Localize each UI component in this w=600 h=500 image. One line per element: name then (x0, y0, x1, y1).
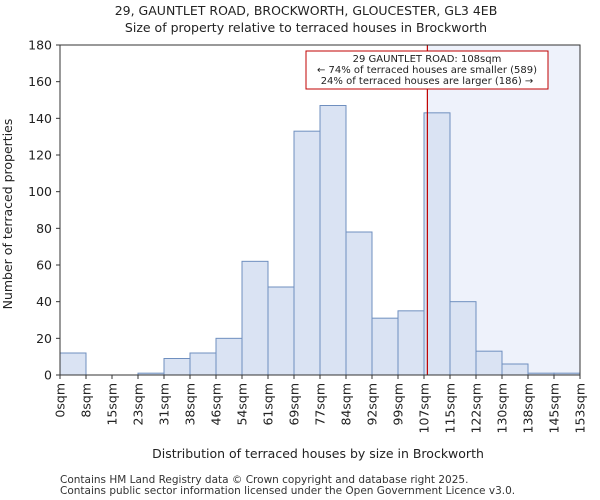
y-tick-label: 20 (36, 331, 52, 346)
y-tick-label: 160 (28, 74, 52, 89)
bar-130sqm (501, 363, 529, 376)
bar-61sqm (267, 286, 295, 376)
x-tick-label: 92sqm (365, 383, 380, 426)
x-tick-label: 145sqm (547, 383, 562, 433)
y-tick-label: 0 (44, 368, 52, 383)
x-axis: 0sqm 8sqm 15sqm 23sqm 31sqm 38sqm 46sqm 54sqm 61… (53, 375, 588, 433)
bar-84sqm (345, 231, 373, 376)
x-tick-label: 130sqm (495, 383, 510, 433)
y-tick-label: 140 (28, 111, 52, 126)
bar-122sqm (475, 350, 503, 376)
annotation-box (305, 50, 549, 90)
x-tick-label: 115sqm (443, 383, 458, 433)
chart-subtitle: Size of property relative to terraced ho… (125, 20, 487, 35)
y-axis: 0 20 40 60 80 100 120 140 160 180 (28, 38, 60, 383)
x-tick-label: 69sqm (287, 383, 302, 426)
x-tick-label: 84sqm (339, 383, 354, 426)
bars (59, 105, 581, 376)
x-tick-label: 54sqm (235, 383, 250, 426)
x-tick-label: 99sqm (391, 383, 406, 426)
x-tick-label: 8sqm (79, 383, 94, 418)
y-axis-label: Number of terraced properties (0, 119, 15, 310)
x-tick-label: 15sqm (105, 383, 120, 426)
annotation-line-3: 24% of terraced houses are larger (186) … (321, 76, 534, 87)
x-tick-label: 23sqm (131, 383, 146, 426)
bar-54sqm (241, 260, 269, 376)
footer-line-1: Contains HM Land Registry data © Crown c… (60, 474, 468, 486)
x-tick-label: 38sqm (183, 383, 198, 426)
y-tick-label: 100 (28, 184, 52, 199)
bar-0sqm (59, 352, 87, 376)
x-tick-label: 122sqm (469, 383, 484, 433)
x-tick-label: 61sqm (261, 383, 276, 426)
x-tick-label: 46sqm (209, 383, 224, 426)
bar-38sqm (189, 352, 217, 376)
x-tick-label: 31sqm (157, 383, 172, 426)
bar-99sqm (397, 310, 425, 376)
x-tick-label: 153sqm (573, 383, 588, 433)
annotation-line-1: 29 GAUNTLET ROAD: 108sqm (353, 54, 502, 65)
x-tick-label: 107sqm (417, 383, 432, 433)
bar-115sqm (449, 301, 477, 376)
y-tick-label: 40 (36, 294, 52, 309)
annotation-line-2: ← 74% of terraced houses are smaller (58… (317, 65, 537, 76)
bar-77sqm (319, 105, 347, 376)
x-tick-label: 0sqm (53, 383, 68, 418)
x-tick-label: 77sqm (313, 383, 328, 426)
bar-46sqm (215, 337, 243, 376)
bar-69sqm (293, 130, 321, 376)
y-tick-label: 180 (28, 38, 52, 53)
y-tick-label: 80 (36, 221, 52, 236)
y-tick-label: 60 (36, 258, 52, 273)
bar-107sqm (423, 112, 451, 376)
x-axis-label: Distribution of terraced houses by size … (152, 446, 484, 461)
chart-title: 29, GAUNTLET ROAD, BROCKWORTH, GLOUCESTE… (115, 3, 498, 18)
x-tick-label: 138sqm (521, 383, 536, 433)
y-tick-label: 120 (28, 148, 52, 163)
bar-92sqm (371, 317, 399, 376)
bar-31sqm (163, 358, 191, 376)
footer-line-2: Contains public sector information licen… (60, 485, 515, 497)
